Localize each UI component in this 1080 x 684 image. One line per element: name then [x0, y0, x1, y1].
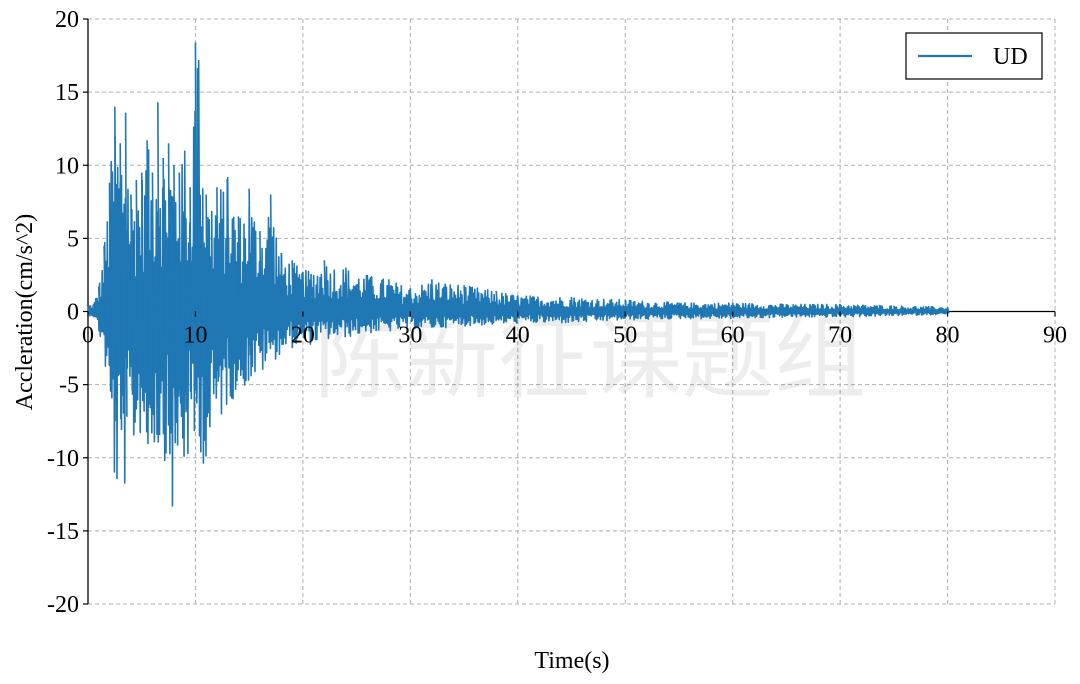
x-tick-label: 50 [613, 323, 637, 349]
series-peak-ud [124, 112, 128, 417]
series-peak-ud [893, 305, 896, 315]
series-peak-ud [189, 187, 193, 400]
series-peak-ud [345, 267, 348, 328]
x-tick-label: 90 [1043, 323, 1067, 349]
y-tick-label: -15 [47, 519, 79, 545]
x-axis-label: Time(s) [534, 648, 609, 674]
x-tick-label: 60 [721, 323, 745, 349]
series-peak-ud [183, 150, 187, 413]
series-peak-ud [97, 286, 101, 325]
series-peak-ud [108, 182, 112, 380]
x-tick-label: 0 [82, 323, 94, 349]
y-tick-label: -10 [47, 446, 79, 472]
legend: UD [905, 32, 1043, 80]
x-tick-label: 30 [398, 323, 422, 349]
series-peak-ud [259, 231, 263, 351]
series-peak-ud [409, 288, 413, 323]
series-peak-ud [731, 302, 735, 316]
series-peak-ud [157, 102, 160, 400]
series-peak-ud [280, 252, 284, 338]
series-peak-ud [178, 172, 182, 404]
series-peak-ud [516, 295, 520, 319]
x-tick-label: 20 [291, 323, 315, 349]
series-peak-ud [205, 194, 209, 413]
y-tick-label: -5 [59, 373, 79, 399]
y-axis-label: Accleration(cm/s^2) [12, 214, 38, 411]
series-peak-ud [114, 106, 117, 422]
series-peak-ud [570, 296, 574, 319]
series-peak-ud [130, 194, 134, 391]
series-peak-ud [495, 290, 499, 320]
series-peak-ud [388, 279, 391, 324]
series-peak-ud [366, 274, 370, 325]
y-tick-label: 20 [55, 7, 79, 33]
series-peak-ud [197, 59, 201, 391]
series-peak-ud [839, 304, 843, 316]
y-tick-label: 15 [55, 80, 79, 106]
series-peak-ud [162, 157, 166, 395]
series-peak-ud [946, 306, 950, 314]
series-peak-ud [135, 179, 139, 400]
x-tick-label: 80 [936, 323, 960, 349]
legend-label-ud: UD [993, 44, 1028, 70]
series-peak-ud [194, 42, 198, 404]
series-peak-ud [151, 172, 155, 391]
series-peak-ud [237, 216, 241, 360]
series-peak-ud [173, 165, 177, 444]
series-peak-ud [216, 187, 220, 382]
series-peak-ud [269, 194, 273, 343]
y-tick-label: 10 [55, 153, 79, 179]
series-peak-ud [103, 245, 107, 338]
series-peak-ud [167, 143, 171, 417]
x-tick-label: 70 [828, 323, 852, 349]
series-peak-ud [248, 188, 252, 356]
series-peak-ud [146, 140, 150, 409]
y-tick-label: -20 [47, 592, 79, 618]
series-peak-ud [431, 279, 434, 323]
series-peak-ud [463, 285, 467, 321]
series-peak-ud [678, 302, 682, 316]
series-peak-ud [140, 172, 144, 382]
x-tick-label: 40 [506, 323, 530, 349]
series-peak-ud [92, 304, 96, 315]
y-tick-label: 0 [67, 300, 79, 326]
series-peak-ud [323, 260, 327, 330]
series-peak-ud [226, 176, 230, 369]
series-peak-ud [785, 304, 789, 316]
series-peak-ud [119, 143, 123, 430]
series-peak-ud [291, 260, 295, 334]
x-tick-label: 10 [183, 323, 207, 349]
y-tick-label: 5 [67, 226, 79, 252]
series-group [87, 42, 950, 507]
series-peak-ud [302, 271, 305, 333]
series-peak-ud [624, 299, 628, 317]
